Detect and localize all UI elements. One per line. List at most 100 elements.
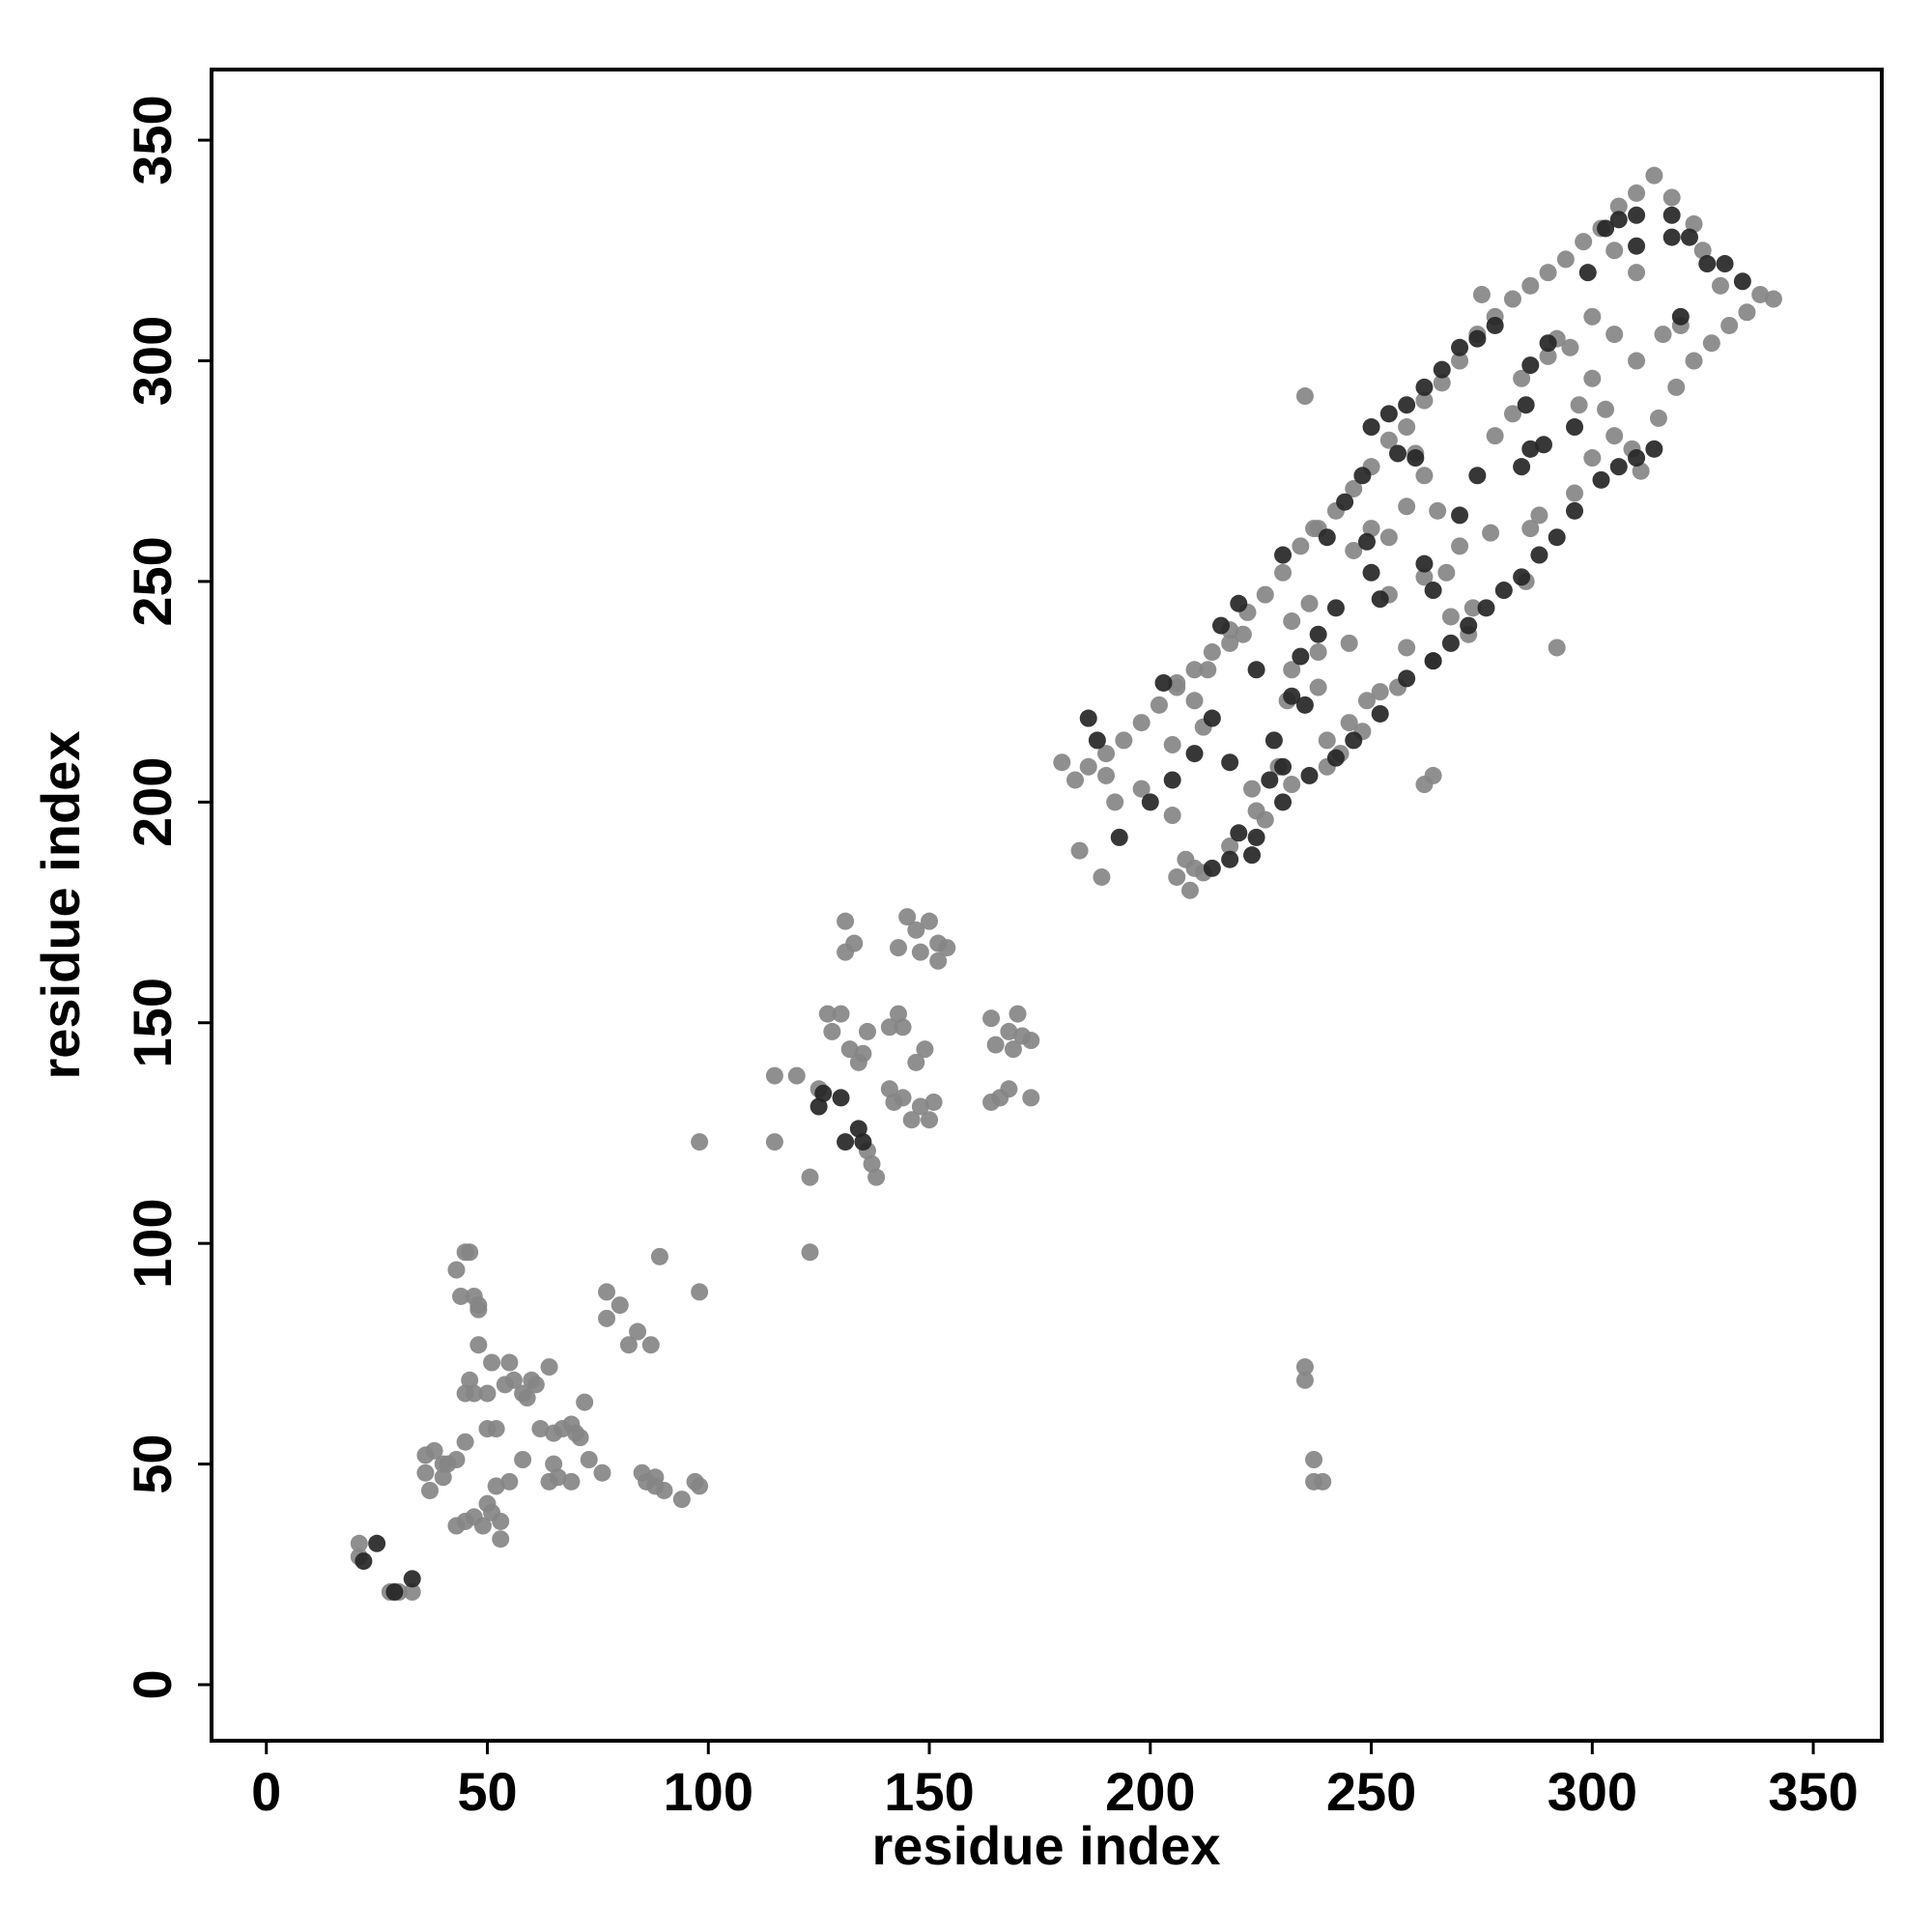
point (598, 1283, 616, 1301)
point (1295, 696, 1314, 714)
point (1300, 766, 1319, 784)
point (1243, 780, 1262, 798)
point (837, 912, 855, 930)
point (593, 1463, 611, 1482)
point (1628, 449, 1646, 468)
point (461, 1243, 479, 1262)
point (1247, 661, 1265, 679)
point (650, 1247, 668, 1265)
point (1662, 228, 1681, 246)
point (1720, 316, 1739, 334)
point (1503, 290, 1521, 308)
point (1597, 400, 1615, 418)
point (1340, 714, 1358, 732)
point (1451, 338, 1469, 356)
point (1398, 497, 1416, 516)
point (1357, 532, 1376, 551)
x-tick-label: 100 (664, 1761, 753, 1822)
point (492, 1512, 510, 1530)
point (416, 1463, 435, 1482)
point (1662, 206, 1681, 224)
point (880, 1080, 898, 1098)
point (368, 1534, 386, 1552)
point (1477, 599, 1495, 617)
point (1247, 802, 1265, 820)
point (576, 1393, 594, 1411)
point (863, 1154, 881, 1173)
point (889, 1005, 907, 1023)
point (1680, 228, 1698, 246)
point (1521, 440, 1540, 458)
point (1379, 405, 1398, 423)
point (691, 1133, 709, 1151)
point (765, 1066, 783, 1085)
point (1168, 678, 1186, 696)
point (1566, 418, 1584, 437)
y-tick-label: 200 (122, 757, 183, 847)
point (487, 1477, 505, 1495)
point (1097, 745, 1116, 763)
point (832, 1005, 850, 1023)
point (1712, 276, 1730, 295)
point (921, 912, 939, 930)
x-tick-label: 300 (1548, 1761, 1637, 1822)
point (1561, 338, 1579, 356)
point (672, 1491, 691, 1509)
point (461, 1371, 479, 1389)
point (814, 1084, 833, 1102)
point (571, 1429, 589, 1447)
point (1751, 285, 1770, 303)
point (1424, 652, 1442, 670)
point (1667, 378, 1686, 396)
point (487, 1420, 505, 1438)
point (1093, 867, 1111, 886)
point (1022, 1089, 1040, 1107)
point (611, 1296, 629, 1315)
point (1513, 458, 1531, 476)
point (1517, 396, 1535, 414)
point (403, 1583, 421, 1602)
point (469, 1300, 488, 1319)
point (1070, 841, 1089, 860)
x-tick-label: 150 (884, 1761, 974, 1822)
point (1433, 374, 1451, 392)
point (540, 1358, 558, 1377)
point (1185, 692, 1204, 710)
point (1243, 846, 1262, 865)
point (1556, 250, 1575, 269)
point (1274, 563, 1293, 582)
point (1154, 673, 1173, 692)
point (385, 1583, 404, 1602)
point (1398, 418, 1416, 437)
point (854, 1044, 872, 1063)
point (1521, 276, 1540, 295)
point (629, 1322, 647, 1341)
point (1685, 214, 1703, 233)
point (1340, 634, 1358, 652)
point (447, 1261, 466, 1279)
point (1398, 669, 1416, 688)
x-tick-label: 250 (1326, 1761, 1416, 1822)
point (898, 908, 917, 926)
point (1362, 563, 1380, 582)
point (1583, 307, 1602, 326)
point (986, 1036, 1005, 1054)
point (1314, 1472, 1332, 1491)
point (810, 1097, 828, 1116)
point (434, 1468, 452, 1487)
point (832, 1089, 850, 1107)
y-tick-label: 350 (122, 95, 183, 185)
point (355, 1552, 373, 1571)
point (504, 1371, 523, 1389)
point (1645, 440, 1663, 458)
point (1283, 776, 1301, 794)
point (1451, 506, 1469, 525)
point (929, 952, 948, 970)
point (439, 1455, 457, 1473)
point (641, 1336, 660, 1354)
point (1163, 735, 1181, 753)
point (1609, 197, 1628, 215)
point (1513, 568, 1531, 586)
x-tick-label: 350 (1768, 1761, 1858, 1822)
point (1295, 1371, 1314, 1389)
